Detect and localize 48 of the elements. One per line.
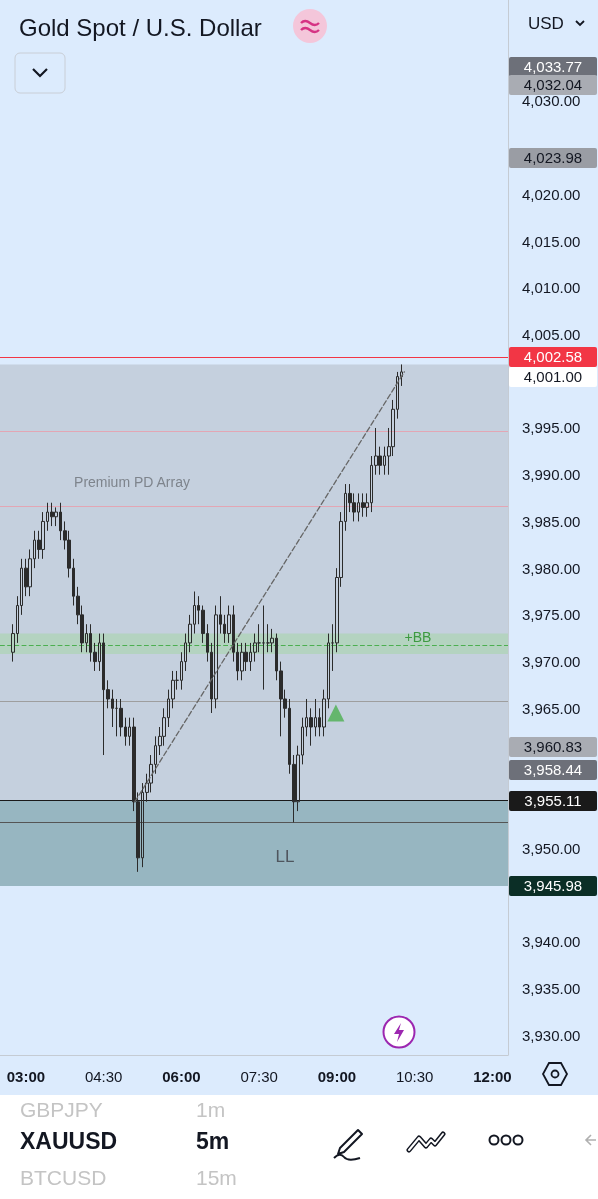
text: Gold Spot / U.S. Dollar [19, 13, 262, 41]
annotation: +BB [404, 629, 432, 645]
x-tick-label: 07:30 [240, 1068, 278, 1085]
annotation: LL [275, 847, 295, 867]
y-tick-label: 4,030.00 [522, 92, 581, 110]
y-tick-label: 3,985.00 [522, 512, 581, 530]
candlestick [361, 492, 365, 518]
x-tick-label: 06:00 [162, 1068, 201, 1085]
ref-line-label: 3,955.11 [509, 790, 597, 811]
text: 4,023.98 [509, 148, 597, 168]
candlestick [240, 642, 244, 681]
band-label: 3,945.98 [509, 876, 597, 897]
y-tick-label: 3,930.00 [522, 1026, 581, 1044]
y-tick-label: 3,990.00 [522, 466, 581, 484]
y-tick-label: 3,980.00 [522, 559, 581, 577]
y-tick-label: 3,940.00 [522, 933, 581, 951]
text: 4,033.77 [509, 57, 597, 77]
y-tick-label: 3,935.00 [522, 980, 581, 998]
text: XAUUSD [20, 1128, 118, 1155]
y-tick-label: 4,015.00 [522, 232, 581, 250]
text: GBPJPY [20, 1098, 103, 1122]
ref-line-label: 4,002.58 [509, 347, 597, 368]
x-tick-label: 04:30 [84, 1068, 123, 1085]
candlestick [262, 605, 265, 691]
text: 15m [196, 1166, 237, 1190]
text: 4,032.04 [509, 75, 597, 95]
text: 5m [196, 1128, 230, 1155]
text: 3,958.44 [509, 760, 597, 780]
y-tick-label: 3,965.00 [522, 699, 581, 717]
x-tick-label: 09:00 [317, 1068, 357, 1085]
y-tick-label: 4,020.00 [522, 185, 581, 203]
y-tick-label: 3,995.00 [522, 419, 581, 437]
y-tick-label: 4,010.00 [522, 279, 581, 297]
text: 3,960.83 [509, 737, 597, 757]
text: USD [528, 14, 564, 34]
text: BTCUSD [20, 1166, 107, 1190]
candlestick [266, 623, 270, 653]
x-tick-label: 10:30 [395, 1068, 434, 1085]
text: 1m [196, 1098, 226, 1122]
y-tick-label: 4,005.00 [522, 326, 581, 344]
x-tick-label: 03:00 [6, 1068, 46, 1085]
candlestick [50, 502, 54, 527]
y-tick-label: 3,970.00 [522, 653, 581, 671]
annotation: Premium PD Array [74, 474, 190, 490]
y-tick-label: 3,950.00 [522, 839, 581, 857]
text: 4,001.00 [509, 367, 597, 387]
x-tick-label: 12:00 [473, 1068, 512, 1085]
y-tick-label: 3,975.00 [522, 606, 581, 624]
